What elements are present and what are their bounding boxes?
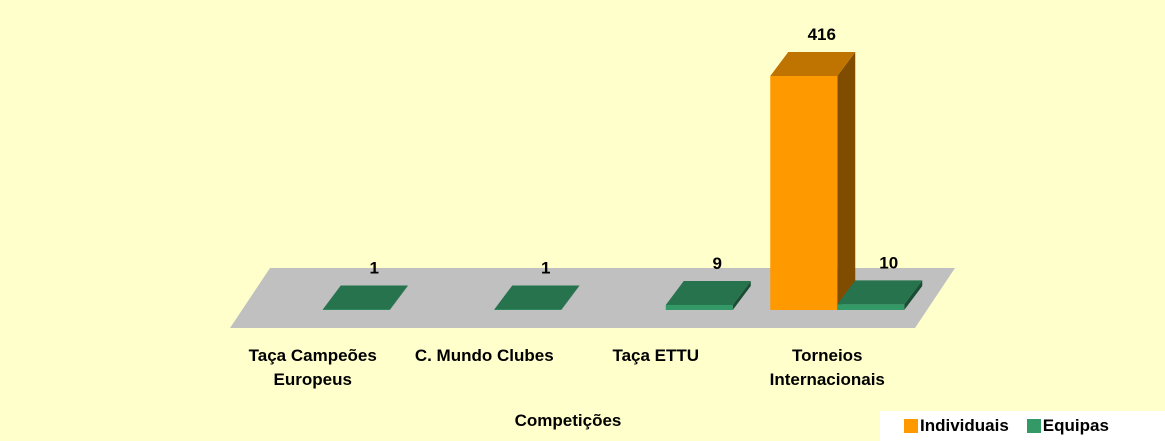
bar-side (561, 285, 580, 310)
legend: Individuais Equipas (880, 411, 1165, 441)
cat: Torneios Internacionais (769, 346, 885, 389)
cat: Taça Campeões Europeus (248, 346, 377, 389)
legend-item: Individuais (904, 416, 1009, 436)
legend-label: Individuais (920, 416, 1009, 435)
cat: C. Mundo Clubes (414, 346, 554, 365)
bar-front (665, 304, 733, 310)
value-label: 9 (713, 254, 722, 273)
bar-front (494, 309, 562, 310)
bar-top (665, 280, 751, 305)
legend-swatch (1026, 419, 1041, 433)
bar-side (389, 285, 408, 310)
bar (770, 52, 856, 310)
bar-front (322, 309, 390, 310)
value-label: 1 (541, 258, 550, 277)
legend-swatch (904, 419, 918, 433)
bar-top (770, 52, 856, 76)
cat: Taça ETTU (612, 346, 700, 365)
x-axis-label: Competições (515, 411, 622, 430)
legend-label: Equipas (1042, 416, 1109, 435)
bar-top (494, 285, 580, 310)
value-label: 1 (370, 258, 379, 277)
bar-top (837, 280, 923, 305)
bar-side (904, 280, 923, 310)
bar (322, 285, 408, 310)
bar-front (837, 304, 905, 310)
legend-item: Equipas (1026, 416, 1109, 436)
bar-top (322, 285, 408, 310)
bar-front (770, 76, 838, 310)
bar (837, 280, 923, 310)
bar (494, 285, 580, 310)
value-label: 416 (808, 25, 836, 44)
bar-side (732, 280, 751, 310)
bar (665, 280, 751, 310)
value-label: 10 (879, 253, 898, 272)
bar-side (837, 52, 856, 310)
